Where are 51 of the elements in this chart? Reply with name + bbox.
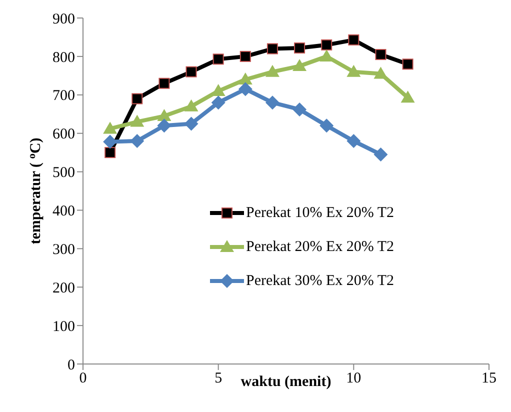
point (238, 82, 252, 96)
point (346, 134, 361, 148)
y-tick-label: 0 (68, 357, 75, 374)
point (402, 58, 414, 70)
point (238, 72, 252, 85)
point (211, 96, 226, 110)
y-tick-label: 900 (52, 11, 75, 28)
point (186, 66, 197, 78)
point (103, 122, 118, 134)
y-tick-label: 400 (52, 204, 75, 220)
point (212, 54, 224, 65)
legend-label: Perekat 30% Ex 20% T2 (246, 272, 394, 290)
legend-label: Perekat 10% Ex 20% T2 (246, 204, 394, 222)
point (265, 96, 280, 110)
point (348, 34, 360, 46)
point (292, 59, 307, 72)
point (184, 116, 198, 131)
legend-label: Perekat 20% Ex 20% T2 (246, 238, 394, 256)
y-tick-label: 300 (52, 242, 75, 258)
point (132, 93, 143, 104)
y-tick-label: 200 (52, 280, 75, 296)
x-tick-label: 0 (79, 370, 87, 387)
point (374, 147, 388, 162)
point (266, 43, 278, 54)
point (157, 109, 172, 122)
y-tick-label: 500 (52, 165, 75, 182)
y-tick-label: 100 (52, 318, 75, 335)
point (294, 42, 306, 54)
x-axis-title: waktu (menit) (240, 374, 332, 390)
x-tick-label: 15 (482, 370, 496, 387)
point (158, 78, 170, 89)
point (374, 66, 388, 79)
y-tick-label: 600 (52, 126, 75, 143)
point (265, 64, 280, 77)
point (400, 90, 415, 103)
y-tick-label: 700 (52, 88, 75, 104)
point (184, 99, 198, 112)
x-tick-label: 10 (346, 370, 362, 387)
point (240, 50, 251, 62)
x-tick-label: 5 (214, 370, 222, 387)
point (103, 134, 118, 149)
point (292, 102, 307, 116)
y-tick-label: 800 (52, 50, 75, 66)
point (157, 118, 172, 133)
point (130, 114, 144, 127)
point (320, 118, 334, 133)
point (375, 49, 386, 60)
point (104, 147, 116, 158)
point (346, 64, 361, 77)
point (321, 39, 332, 50)
point (130, 134, 144, 148)
